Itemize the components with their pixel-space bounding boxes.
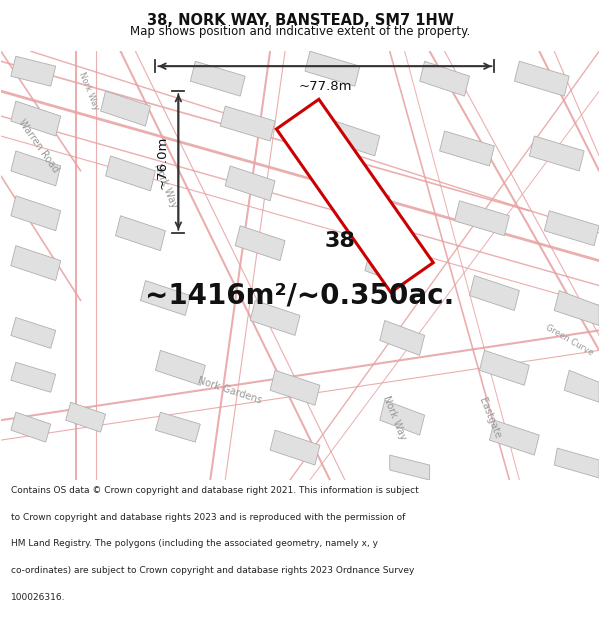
Polygon shape <box>479 351 529 385</box>
Text: Nork Way: Nork Way <box>382 394 408 442</box>
Polygon shape <box>11 246 61 281</box>
Text: Green Curve: Green Curve <box>544 323 595 357</box>
Polygon shape <box>529 136 584 171</box>
Polygon shape <box>11 362 56 392</box>
Polygon shape <box>440 131 494 166</box>
Polygon shape <box>390 455 430 480</box>
Polygon shape <box>514 61 569 96</box>
Polygon shape <box>490 420 539 455</box>
Polygon shape <box>345 181 390 216</box>
Polygon shape <box>554 291 599 326</box>
Polygon shape <box>155 412 200 442</box>
Text: to Crown copyright and database rights 2023 and is reproduced with the permissio: to Crown copyright and database rights 2… <box>11 512 405 522</box>
Polygon shape <box>554 448 599 478</box>
Text: 38: 38 <box>325 231 355 251</box>
Polygon shape <box>220 106 275 141</box>
Polygon shape <box>455 201 509 236</box>
Text: HM Land Registry. The polygons (including the associated geometry, namely x, y: HM Land Registry. The polygons (includin… <box>11 539 378 549</box>
Polygon shape <box>225 166 275 201</box>
Polygon shape <box>11 56 56 86</box>
Polygon shape <box>419 61 470 96</box>
Polygon shape <box>190 61 245 96</box>
Polygon shape <box>380 321 425 356</box>
Text: co-ordinates) are subject to Crown copyright and database rights 2023 Ordnance S: co-ordinates) are subject to Crown copyr… <box>11 566 414 575</box>
Polygon shape <box>65 402 106 432</box>
Polygon shape <box>11 151 61 186</box>
Polygon shape <box>544 211 599 246</box>
Polygon shape <box>140 281 190 316</box>
Polygon shape <box>305 51 360 86</box>
Polygon shape <box>11 196 61 231</box>
Polygon shape <box>330 121 380 156</box>
Text: Nork Way: Nork Way <box>152 162 179 209</box>
Polygon shape <box>116 216 166 251</box>
Polygon shape <box>365 251 410 286</box>
Polygon shape <box>270 430 320 465</box>
Text: Warren Road: Warren Road <box>17 118 61 174</box>
Text: ~76.0m: ~76.0m <box>155 135 169 189</box>
Text: Nork Gardens: Nork Gardens <box>197 375 263 406</box>
Text: Contains OS data © Crown copyright and database right 2021. This information is : Contains OS data © Crown copyright and d… <box>11 486 419 495</box>
Polygon shape <box>155 351 205 385</box>
Text: ~77.8m: ~77.8m <box>298 80 352 93</box>
Text: ~1416m²/~0.350ac.: ~1416m²/~0.350ac. <box>145 281 455 309</box>
Text: 100026316.: 100026316. <box>11 593 65 602</box>
Polygon shape <box>235 226 285 261</box>
Polygon shape <box>380 400 425 435</box>
Polygon shape <box>101 91 151 126</box>
Polygon shape <box>11 412 51 442</box>
Polygon shape <box>277 99 433 292</box>
Polygon shape <box>470 276 520 311</box>
Text: 38, NORK WAY, BANSTEAD, SM7 1HW: 38, NORK WAY, BANSTEAD, SM7 1HW <box>146 12 454 28</box>
Polygon shape <box>250 301 300 336</box>
Text: Eastgate: Eastgate <box>477 396 502 440</box>
Polygon shape <box>11 318 56 348</box>
Polygon shape <box>564 371 599 402</box>
Polygon shape <box>11 101 61 136</box>
Polygon shape <box>270 371 320 405</box>
Text: Nork Way: Nork Way <box>77 71 100 111</box>
Text: Map shows position and indicative extent of the property.: Map shows position and indicative extent… <box>130 26 470 39</box>
Polygon shape <box>106 156 155 191</box>
